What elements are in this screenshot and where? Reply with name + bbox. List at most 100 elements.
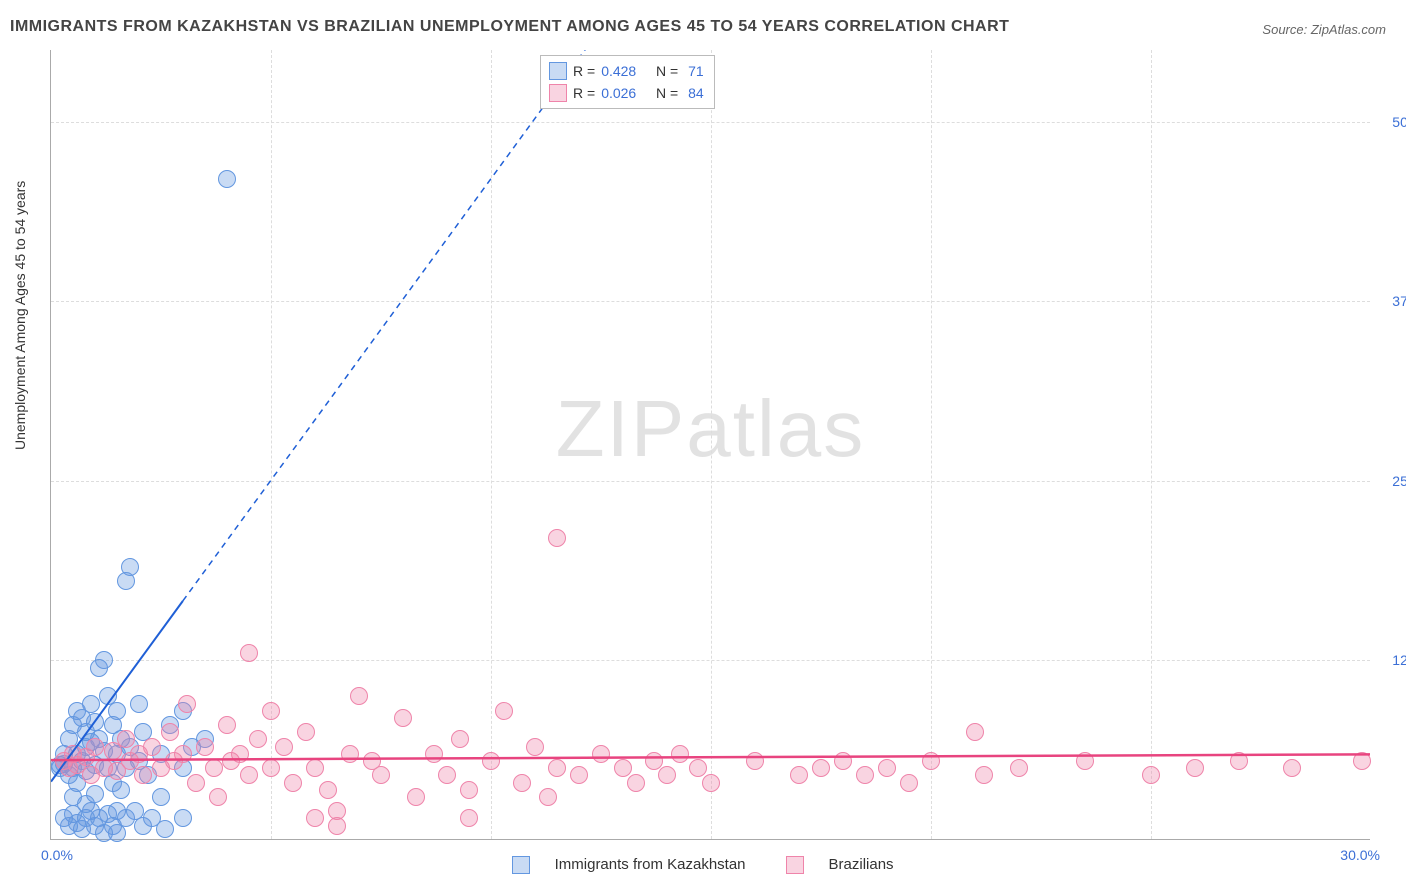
data-point (240, 644, 258, 662)
n-value-2: 84 (684, 82, 703, 104)
data-point (1142, 766, 1160, 784)
source-label: Source: (1262, 22, 1307, 37)
data-point (460, 781, 478, 799)
data-point (341, 745, 359, 763)
series-swatch-2 (786, 856, 804, 874)
data-point (394, 709, 412, 727)
data-point (86, 713, 104, 731)
series-label-2: Brazilians (829, 856, 894, 873)
data-point (187, 774, 205, 792)
data-point (1353, 752, 1371, 770)
data-point (86, 785, 104, 803)
data-point (306, 809, 324, 827)
data-point (438, 766, 456, 784)
gridline-vertical (711, 50, 712, 839)
data-point (249, 730, 267, 748)
data-point (306, 759, 324, 777)
data-point (82, 695, 100, 713)
data-point (495, 702, 513, 720)
data-point (284, 774, 302, 792)
gridline-vertical (271, 50, 272, 839)
n-label: N = (656, 82, 678, 104)
data-point (1010, 759, 1028, 777)
data-point (1230, 752, 1248, 770)
data-point (121, 558, 139, 576)
data-point (425, 745, 443, 763)
data-point (548, 529, 566, 547)
data-point (130, 695, 148, 713)
data-point (350, 687, 368, 705)
data-point (240, 766, 258, 784)
data-point (275, 738, 293, 756)
data-point (975, 766, 993, 784)
r-label: R = (573, 60, 595, 82)
data-point (319, 781, 337, 799)
data-point (372, 766, 390, 784)
data-point (1283, 759, 1301, 777)
chart-plot-area: ZIPatlas 0.0% 30.0% 12.5%25.0%37.5%50.0% (50, 50, 1370, 840)
r-value-1: 0.428 (601, 60, 636, 82)
y-axis-tick: 25.0% (1377, 473, 1406, 489)
gridline-horizontal (51, 122, 1370, 123)
data-point (627, 774, 645, 792)
data-point (178, 695, 196, 713)
gridline-horizontal (51, 301, 1370, 302)
data-point (112, 781, 130, 799)
data-point (218, 716, 236, 734)
trendline-dashed (183, 50, 1370, 601)
data-point (922, 752, 940, 770)
y-axis-tick: 50.0% (1377, 114, 1406, 130)
data-point (174, 745, 192, 763)
data-point (702, 774, 720, 792)
data-point (834, 752, 852, 770)
data-point (592, 745, 610, 763)
data-point (231, 745, 249, 763)
watermark-part-a: ZIP (556, 384, 686, 473)
correlation-legend-row-1: R = 0.428 N = 71 (549, 60, 704, 82)
data-point (900, 774, 918, 792)
data-point (570, 766, 588, 784)
data-point (143, 738, 161, 756)
data-point (95, 651, 113, 669)
data-point (152, 788, 170, 806)
data-point (548, 759, 566, 777)
data-point (117, 730, 135, 748)
r-value-2: 0.026 (601, 82, 636, 104)
n-label: N = (656, 60, 678, 82)
data-point (856, 766, 874, 784)
y-axis-tick: 12.5% (1377, 652, 1406, 668)
data-point (671, 745, 689, 763)
correlation-legend: R = 0.428 N = 71 R = 0.026 N = 84 (540, 55, 715, 109)
data-point (645, 752, 663, 770)
data-point (134, 766, 152, 784)
y-axis-tick: 37.5% (1377, 293, 1406, 309)
data-point (196, 738, 214, 756)
data-point (513, 774, 531, 792)
data-point (108, 702, 126, 720)
data-point (812, 759, 830, 777)
data-point (539, 788, 557, 806)
data-point (878, 759, 896, 777)
n-value-1: 71 (684, 60, 703, 82)
gridline-vertical (1151, 50, 1152, 839)
data-point (1076, 752, 1094, 770)
data-point (262, 759, 280, 777)
gridline-horizontal (51, 481, 1370, 482)
data-point (614, 759, 632, 777)
data-point (209, 788, 227, 806)
data-point (156, 820, 174, 838)
data-point (297, 723, 315, 741)
y-axis-label: Unemployment Among Ages 45 to 54 years (12, 181, 28, 450)
legend-swatch-1 (549, 62, 567, 80)
data-point (966, 723, 984, 741)
data-point (1186, 759, 1204, 777)
data-point (689, 759, 707, 777)
source-value: ZipAtlas.com (1311, 22, 1386, 37)
data-point (460, 809, 478, 827)
gridline-vertical (931, 50, 932, 839)
data-point (174, 809, 192, 827)
watermark-part-b: atlas (686, 384, 865, 473)
chart-title: IMMIGRANTS FROM KAZAKHSTAN VS BRAZILIAN … (10, 18, 1009, 36)
source-attribution: Source: ZipAtlas.com (1262, 22, 1386, 37)
data-point (86, 738, 104, 756)
